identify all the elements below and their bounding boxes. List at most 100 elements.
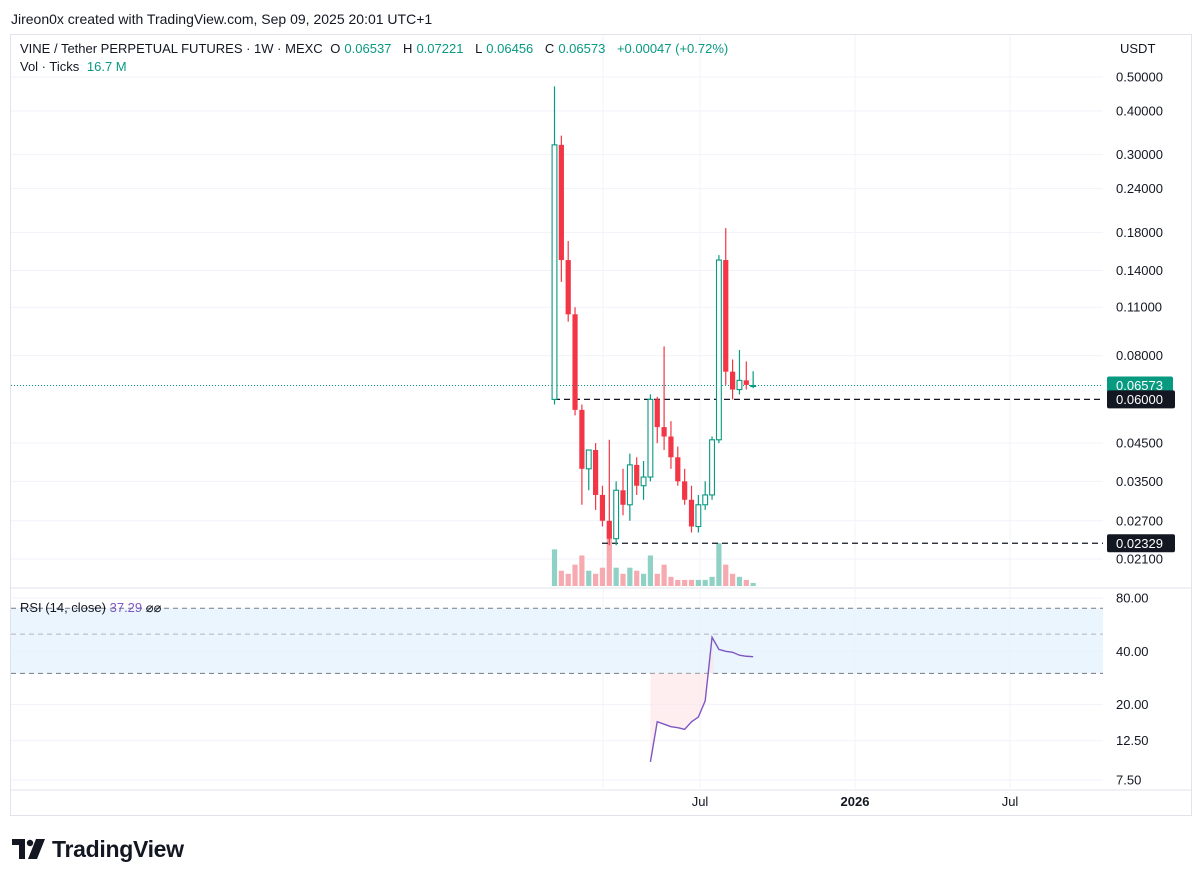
rsi-na-1: ⌀: [145, 600, 154, 615]
candle-body: [715, 259, 722, 441]
candle-body: [654, 399, 660, 428]
candle-body: [551, 144, 558, 400]
candle-body: [585, 449, 592, 470]
candle-body: [661, 427, 667, 437]
low-value: 0.06456: [486, 41, 534, 56]
volume-bar: [558, 570, 564, 586]
volume-bar: [613, 567, 619, 586]
rsi-tick-label: 12.50: [1116, 733, 1149, 748]
volume-bar: [661, 564, 667, 586]
rsi-band-group: [11, 607, 1103, 674]
candle-body: [675, 457, 681, 482]
time-tick-label: Jul: [1002, 794, 1019, 809]
close-label: C: [544, 41, 555, 56]
rsi-na-2: ⌀: [153, 600, 162, 615]
volume-bar: [750, 582, 756, 586]
candle-body: [593, 450, 599, 495]
price-tick-label: 0.14000: [1116, 263, 1163, 278]
price-line-label-bg: [1107, 534, 1175, 553]
volume-bar: [627, 567, 633, 586]
rsi-tick-label: 7.50: [1116, 773, 1141, 788]
rsi-oversold-fill: [650, 637, 715, 762]
volume-bar: [634, 570, 640, 586]
candle-body: [668, 436, 674, 458]
volume-bar: [599, 567, 606, 586]
volume-bar: [668, 576, 674, 586]
volume-legend: Vol · Ticks 16.7 M: [20, 59, 131, 74]
current-price-label: 0.06573: [1116, 378, 1163, 393]
rsi-title[interactable]: RSI (14, close): [20, 600, 106, 615]
price-tick-label: 0.03500: [1116, 474, 1163, 489]
volume-bar: [620, 573, 626, 586]
candle-body: [682, 481, 688, 500]
candle-body: [730, 371, 736, 390]
volume-bar: [716, 543, 722, 586]
price-tick-label: 0.02700: [1116, 513, 1163, 528]
candle-body: [565, 260, 571, 315]
change-value: +0.00047 (+0.72%): [616, 41, 729, 56]
rsi-tick-label: 80.00: [1116, 591, 1149, 606]
high-value: 0.07221: [416, 41, 464, 56]
price-tick-label: 0.04500: [1116, 436, 1163, 451]
candle-body: [579, 409, 585, 469]
volume-label[interactable]: Vol · Ticks: [20, 59, 80, 74]
price-tick-label: 0.18000: [1116, 225, 1163, 240]
candle-body: [599, 494, 606, 521]
price-line-label-bg: [1107, 390, 1175, 409]
volume-bar: [586, 570, 592, 586]
high-label: H: [403, 41, 413, 56]
time-axis: Jul 2026 Jul: [692, 794, 1019, 809]
candle-body: [572, 314, 578, 410]
price-tick-label: 0.30000: [1116, 147, 1163, 162]
volume-bar: [702, 579, 708, 586]
tradingview-logo-text: TradingView: [52, 835, 184, 862]
volume-bar: [593, 573, 599, 586]
tradingview-logo[interactable]: TradingView: [12, 834, 184, 864]
price-tick-label: 0.08000: [1116, 348, 1163, 363]
symbol-title[interactable]: VINE / Tether PERPETUAL FUTURES · 1W · M…: [20, 41, 323, 56]
rsi-tick-label: 40.00: [1116, 644, 1149, 659]
currency-button[interactable]: USDT: [1120, 41, 1156, 56]
rsi-line-group: [649, 635, 754, 762]
price-tick-label: 0.11000: [1116, 300, 1162, 315]
price-line-label: 0.02329: [1116, 536, 1163, 551]
grid-lines: [11, 35, 1191, 791]
rsi-value: 37.29: [109, 600, 143, 615]
candle-body: [558, 144, 564, 261]
candle-body: [634, 464, 640, 486]
volume-bar: [675, 579, 681, 586]
price-line-label: 0.06000: [1116, 392, 1163, 407]
price-tick-label: 0.40000: [1116, 103, 1163, 118]
volume-bar: [654, 573, 660, 586]
volume-bar: [736, 576, 743, 586]
candle-body: [709, 439, 716, 496]
candle-body: [743, 380, 749, 385]
candle-body: [613, 489, 620, 540]
time-tick-label: Jul: [692, 794, 709, 809]
rsi-line: [649, 635, 754, 762]
volume-bar: [688, 579, 695, 586]
volume-bar: [723, 564, 729, 586]
tradingview-logo-icon: [12, 839, 45, 859]
volume-value: 16.7 M: [86, 59, 127, 74]
symbol-legend: VINE / Tether PERPETUAL FUTURES · 1W · M…: [20, 41, 732, 56]
candle-body: [750, 384, 757, 388]
volume-bar: [647, 555, 653, 586]
candle-body: [702, 494, 709, 506]
open-value: 0.06537: [344, 41, 392, 56]
price-tick-label: 0.24000: [1116, 181, 1163, 196]
volume-bar: [695, 579, 701, 586]
volume-bar: [743, 579, 749, 586]
rsi-legend: RSI (14, close) 37.29 ⌀⌀: [20, 600, 161, 616]
candle-body: [640, 476, 647, 487]
open-label: O: [330, 41, 341, 56]
volume-bar: [565, 573, 571, 586]
volume-bar: [730, 573, 736, 586]
candle-body: [620, 490, 626, 505]
horizontal-lines: [11, 385, 1103, 544]
volume-bar: [572, 564, 578, 586]
candle-body: [688, 499, 695, 527]
volume-bars: [551, 528, 756, 586]
chart-frame: [10, 34, 1192, 816]
